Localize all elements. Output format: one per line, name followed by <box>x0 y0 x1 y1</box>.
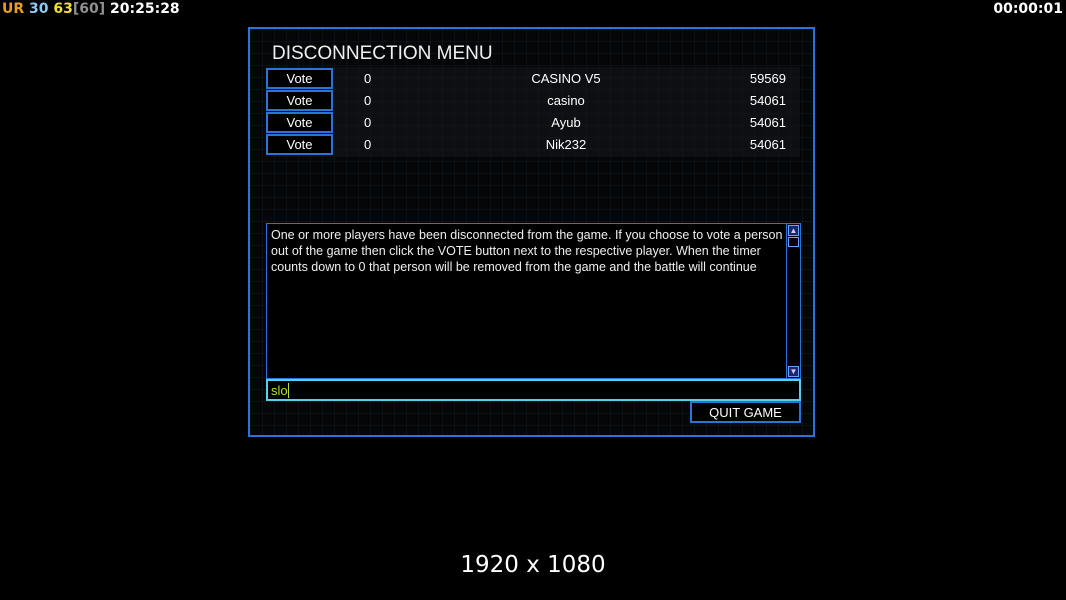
message-text: One or more players have been disconnect… <box>271 228 783 274</box>
player-number: 54061 <box>749 93 786 108</box>
player-name: Ayub <box>551 115 581 130</box>
status-segment: 63 <box>48 1 73 17</box>
quit-game-button[interactable]: QUIT GAME <box>690 401 801 423</box>
resolution-label: 1920 x 1080 <box>460 552 606 578</box>
vote-button[interactable]: Vote <box>266 112 333 133</box>
player-name: Nik232 <box>545 137 587 152</box>
player-name: casino <box>547 93 585 108</box>
status-bar: UR 30 63[60] 20:25:28 <box>2 1 180 17</box>
table-row: Vote 0 casino 54061 <box>266 89 800 111</box>
table-row: Vote 0 Ayub 54061 <box>266 111 800 133</box>
scroll-up-icon[interactable]: ▲ <box>788 225 799 236</box>
scroll-down-icon[interactable]: ▼ <box>788 366 799 377</box>
player-score: 0 <box>364 93 372 108</box>
player-number: 59569 <box>749 71 786 86</box>
scrollbar[interactable]: ▲ ▼ <box>786 224 800 378</box>
status-segment: 30 <box>24 1 49 17</box>
scroll-thumb[interactable] <box>788 237 799 247</box>
text-caret <box>287 383 289 398</box>
status-segment: 20:25:28 <box>105 1 180 17</box>
table-row: Vote 0 Nik232 54061 <box>266 133 800 155</box>
player-score: 0 <box>364 71 372 86</box>
vote-button[interactable]: Vote <box>266 134 333 155</box>
menu-title: DISCONNECTION MENU <box>272 43 493 64</box>
player-score: 0 <box>364 137 372 152</box>
status-segment: UR <box>2 1 25 17</box>
chat-input[interactable]: slo <box>266 379 801 401</box>
disconnection-menu: DISCONNECTION MENU Vote 0 CASINO V5 5956… <box>248 27 815 437</box>
table-row: Vote 0 CASINO V5 59569 <box>266 67 800 89</box>
message-box: One or more players have been disconnect… <box>266 223 801 379</box>
player-score: 0 <box>364 115 372 130</box>
vote-button[interactable]: Vote <box>266 90 333 111</box>
status-segment: [60] <box>72 1 106 17</box>
chat-input-value: slo <box>271 383 288 398</box>
vote-button[interactable]: Vote <box>266 68 333 89</box>
player-number: 54061 <box>749 137 786 152</box>
player-table: Vote 0 CASINO V5 59569 Vote 0 casino 5406… <box>266 67 800 157</box>
player-number: 54061 <box>749 115 786 130</box>
player-name: CASINO V5 <box>531 71 601 86</box>
game-timer: 00:00:01 <box>993 1 1063 17</box>
